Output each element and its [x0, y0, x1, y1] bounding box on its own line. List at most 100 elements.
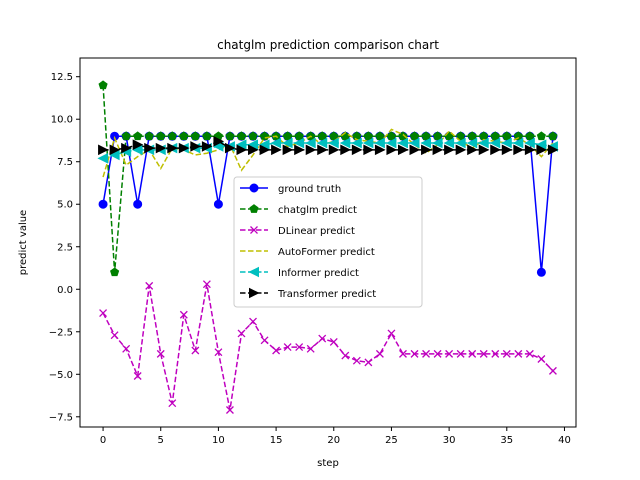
legend-box	[233, 176, 423, 308]
data-point	[525, 349, 534, 358]
data-point	[491, 349, 500, 358]
data-point	[190, 141, 201, 152]
data-point	[225, 406, 234, 414]
data-point	[236, 144, 248, 156]
data-point	[270, 137, 282, 149]
data-point	[316, 137, 328, 149]
data-point	[144, 142, 155, 154]
data-point	[202, 131, 212, 141]
data-point	[421, 144, 432, 156]
data-point	[121, 131, 131, 141]
data-point	[341, 351, 350, 360]
data-point	[514, 349, 523, 358]
data-point	[213, 199, 223, 209]
data-point	[409, 144, 421, 156]
series-dlinear-predict	[99, 280, 557, 414]
data-point	[145, 281, 154, 290]
legend-marker	[249, 183, 259, 193]
data-point	[293, 137, 305, 149]
x-axis-label: step	[317, 458, 339, 469]
data-point	[122, 344, 131, 353]
data-point	[190, 131, 200, 141]
data-point	[317, 131, 327, 141]
x-tick-label: 20	[327, 435, 340, 446]
data-point	[374, 137, 385, 149]
y-tick-label: 2.5	[57, 242, 73, 253]
data-point	[433, 131, 443, 141]
data-point	[536, 267, 546, 277]
y-tick-label: 0.0	[57, 285, 73, 296]
data-point	[443, 137, 455, 149]
data-point	[502, 131, 512, 141]
y-axis-ticks: −7.5 −5.0 −2.5 0.0 2.5 5.0 7.5 10.0 12.5	[49, 72, 80, 423]
data-point	[478, 144, 490, 156]
x-tick-label: 15	[270, 435, 283, 446]
data-point	[282, 137, 293, 149]
data-point	[260, 336, 269, 345]
x-tick-label: 0	[100, 435, 106, 446]
data-point	[178, 142, 190, 154]
data-point	[432, 144, 444, 156]
data-point	[501, 137, 512, 149]
data-point	[548, 131, 558, 141]
data-point	[110, 331, 119, 340]
data-point	[397, 137, 408, 149]
data-point	[167, 142, 178, 154]
y-tick-label: −7.5	[49, 412, 73, 423]
y-tick-label: 10.0	[51, 115, 73, 126]
data-point	[421, 131, 431, 141]
data-point	[420, 137, 432, 149]
chart-title: chatglm prediction comparison chart	[217, 38, 439, 52]
data-point	[444, 144, 455, 156]
data-point	[398, 131, 408, 141]
data-point	[202, 280, 211, 289]
legend: ground truth chatglm predict DLinear predi…	[233, 176, 423, 308]
data-point	[317, 144, 328, 156]
data-point	[155, 142, 167, 154]
x-tick-label: 5	[158, 435, 164, 446]
data-point	[214, 348, 223, 357]
data-point	[364, 358, 373, 367]
data-point	[456, 131, 466, 141]
data-point	[167, 131, 177, 141]
data-point	[409, 131, 420, 141]
data-point	[98, 144, 109, 156]
series-line	[103, 140, 553, 151]
data-point	[410, 349, 419, 358]
data-point	[513, 131, 523, 141]
series-layer	[97, 80, 559, 414]
data-point	[479, 349, 488, 358]
data-point	[295, 343, 304, 352]
data-point	[456, 349, 465, 358]
legend-item: DLinear predict	[240, 226, 355, 237]
data-point	[201, 141, 213, 152]
data-point	[132, 139, 144, 151]
data-point	[248, 144, 259, 156]
data-point	[548, 366, 557, 375]
y-tick-label: −2.5	[49, 327, 73, 338]
legend-label: ground truth	[278, 184, 341, 195]
plot-frame	[79, 57, 577, 428]
data-point	[224, 142, 236, 154]
legend-item: AutoFormer predict	[240, 247, 375, 258]
data-point	[156, 131, 166, 141]
data-point	[168, 399, 177, 408]
data-point	[225, 131, 235, 141]
data-point	[399, 349, 407, 358]
data-point	[547, 144, 559, 156]
data-point	[121, 142, 132, 154]
legend-label: chatglm predict	[278, 205, 357, 216]
series-line	[102, 85, 553, 273]
x-tick-label: 10	[212, 435, 225, 446]
x-tick-label: 25	[385, 435, 398, 446]
data-point	[468, 349, 477, 358]
data-point	[258, 139, 270, 151]
data-point	[179, 310, 188, 319]
data-point	[386, 144, 398, 156]
legend-marker	[249, 204, 259, 213]
data-point	[247, 139, 259, 151]
x-tick-label: 35	[500, 435, 513, 446]
legend-item: chatglm predict	[240, 204, 357, 216]
data-point	[535, 139, 547, 151]
data-point	[422, 349, 431, 358]
